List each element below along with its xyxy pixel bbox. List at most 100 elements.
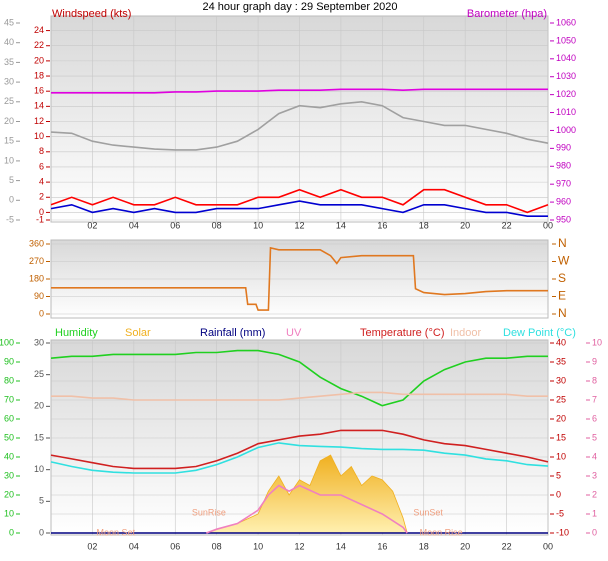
x-tick-label: 06 [170, 541, 180, 551]
y2-tick-label: N [558, 306, 567, 320]
y-tick-label: 0 [39, 308, 44, 318]
y3-tick-label: 1 [592, 508, 597, 518]
y-tick-label: 90 [4, 356, 14, 366]
y2-tick-label: 5 [556, 470, 561, 480]
y2-tick-label: 25 [556, 394, 566, 404]
y2-tick-label: 1030 [556, 71, 576, 81]
annotation: Moon Set [97, 527, 136, 537]
legend-entry: Indoor [450, 327, 482, 339]
y-tick-label: 6 [39, 161, 44, 171]
y-tick-label: 60 [4, 413, 14, 423]
y3-tick-label: 5 [9, 175, 14, 185]
y2-tick-label: 1050 [556, 35, 576, 45]
x-tick-label: 10 [253, 541, 263, 551]
y3-tick-label: 15 [4, 136, 14, 146]
y3-tick-label: 20 [4, 116, 14, 126]
legend-entry: Rainfall (mm) [200, 327, 265, 339]
legend-entry: Temperature (°C) [360, 327, 444, 339]
line [51, 391, 548, 401]
x-tick-label: 12 [294, 220, 304, 230]
x-tick-label: 18 [419, 541, 429, 551]
x-tick-label: 00 [543, 220, 553, 230]
y3-tick-label: 45 [4, 17, 14, 27]
y2-tick-label: 0 [556, 489, 561, 499]
line [50, 442, 549, 474]
y-tick-label: 40 [4, 451, 14, 461]
y-tick-label: 0 [9, 527, 14, 537]
legend-entry: Solar [125, 327, 151, 339]
y4-tick-label: 5 [39, 496, 44, 506]
x-tick-label: 14 [336, 220, 346, 230]
y4-tick-label: 20 [34, 401, 44, 411]
y3-tick-label: 9 [592, 356, 597, 366]
y2-tick-label: 1000 [556, 125, 576, 135]
y-tick-label: 12 [34, 116, 44, 126]
y3-tick-label: 10 [4, 155, 14, 165]
line [50, 200, 548, 217]
y3-tick-label: 2 [592, 489, 597, 499]
axis-label: Barometer (hpa) [467, 8, 547, 20]
y-tick-label: 4 [39, 176, 44, 186]
y-tick-label: 18 [34, 70, 44, 80]
y-tick-label: 90 [34, 291, 44, 301]
y2-tick-label: 1060 [556, 17, 576, 27]
y3-tick-label: 40 [4, 37, 14, 47]
y2-tick-label: 35 [556, 356, 566, 366]
legend-entry: UV [286, 327, 302, 339]
y3-tick-label: 5 [592, 432, 597, 442]
y2-tick-label: 980 [556, 161, 571, 171]
y2-tick-label: 1040 [556, 53, 576, 63]
y4-tick-label: 15 [34, 432, 44, 442]
x-tick-label: 14 [336, 541, 346, 551]
x-tick-label: 16 [377, 220, 387, 230]
title: 24 hour graph day : 29 September 2020 [202, 1, 397, 13]
y2-tick-label: S [558, 271, 566, 285]
y2-tick-label: 20 [556, 413, 566, 423]
x-tick-label: 20 [460, 541, 470, 551]
x-tick-label: 02 [87, 541, 97, 551]
y4-tick-label: 0 [39, 527, 44, 537]
x-tick-label: 04 [129, 541, 139, 551]
line [51, 88, 548, 94]
y-tick-label: 22 [34, 40, 44, 50]
y3-tick-label: 0 [9, 195, 14, 205]
legend-entry: Humidity [55, 327, 98, 339]
y-tick-label: 10 [4, 508, 14, 518]
y3-tick-label: -5 [6, 214, 14, 224]
y2-tick-label: 10 [556, 451, 566, 461]
y2-tick-label: 960 [556, 196, 571, 206]
x-tick-label: 18 [419, 220, 429, 230]
y4-tick-label: 30 [34, 337, 44, 347]
y-tick-label: -1 [36, 214, 44, 224]
y-tick-label: 270 [29, 256, 44, 266]
x-tick-label: 00 [543, 541, 553, 551]
y-tick-label: 360 [29, 238, 44, 248]
y3-tick-label: 8 [592, 375, 597, 385]
y-tick-label: 70 [4, 394, 14, 404]
x-tick-label: 22 [502, 541, 512, 551]
y3-tick-label: 3 [592, 470, 597, 480]
y3-tick-label: 0 [592, 527, 597, 537]
y-tick-label: 10 [34, 131, 44, 141]
x-tick-label: 12 [294, 541, 304, 551]
y2-tick-label: 970 [556, 179, 571, 189]
y3-tick-label: 30 [4, 76, 14, 86]
y2-tick-label: W [558, 254, 570, 268]
x-tick-label: 16 [377, 541, 387, 551]
x-tick-label: 20 [460, 220, 470, 230]
annotation: SunRise [192, 507, 226, 517]
x-tick-label: 10 [253, 220, 263, 230]
y-tick-label: 16 [34, 86, 44, 96]
y2-tick-label: 30 [556, 375, 566, 385]
line [50, 429, 549, 470]
line [50, 188, 549, 214]
x-tick-label: 02 [87, 220, 97, 230]
line [51, 246, 548, 311]
y-tick-label: 100 [0, 337, 14, 347]
y2-tick-label: 1020 [556, 89, 576, 99]
y2-tick-label: 990 [556, 143, 571, 153]
y3-tick-label: 4 [592, 451, 597, 461]
y2-tick-label: -10 [556, 527, 569, 537]
x-tick-label: 04 [129, 220, 139, 230]
